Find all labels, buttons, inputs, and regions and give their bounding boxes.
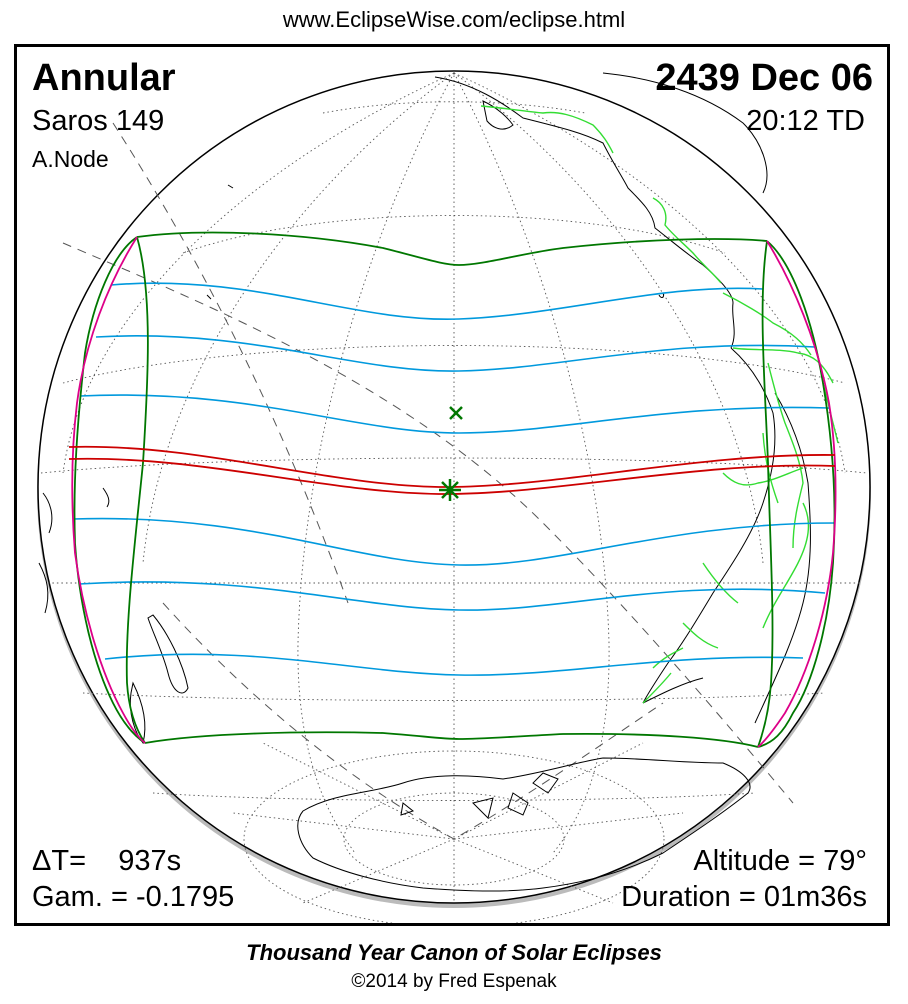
gamma-value: Gam. = -0.1795 xyxy=(32,881,235,913)
eclipse-type: Annular xyxy=(32,57,176,99)
eclipse-time: 20:12 TD xyxy=(746,105,865,137)
canon-title: Thousand Year Canon of Solar Eclipses xyxy=(246,940,662,965)
subsolar-point-marker xyxy=(449,406,463,420)
magnitude-isolines xyxy=(72,282,836,676)
node-label: A.Node xyxy=(32,146,109,172)
source-url: www.EclipseWise.com/eclipse.html xyxy=(282,7,626,32)
saros-number: Saros 149 xyxy=(32,105,165,137)
eclipse-date: 2439 Dec 06 xyxy=(655,57,873,99)
central-duration: Duration = 01m36s xyxy=(621,881,867,913)
eclipse-map-frame: Annular Saros 149 A.Node 2439 Dec 06 20:… xyxy=(14,44,890,926)
sun-altitude: Altitude = 79° xyxy=(693,845,867,877)
graticule xyxy=(40,71,868,923)
rise-set-curves xyxy=(71,236,837,748)
orbit-track-dashed xyxy=(62,122,794,840)
copyright: ©2014 by Fred Espenak xyxy=(351,971,557,992)
delta-t: ΔT= 937s xyxy=(32,845,182,877)
greatest-eclipse-marker xyxy=(439,479,461,501)
orthographic-globe-map xyxy=(37,70,871,923)
